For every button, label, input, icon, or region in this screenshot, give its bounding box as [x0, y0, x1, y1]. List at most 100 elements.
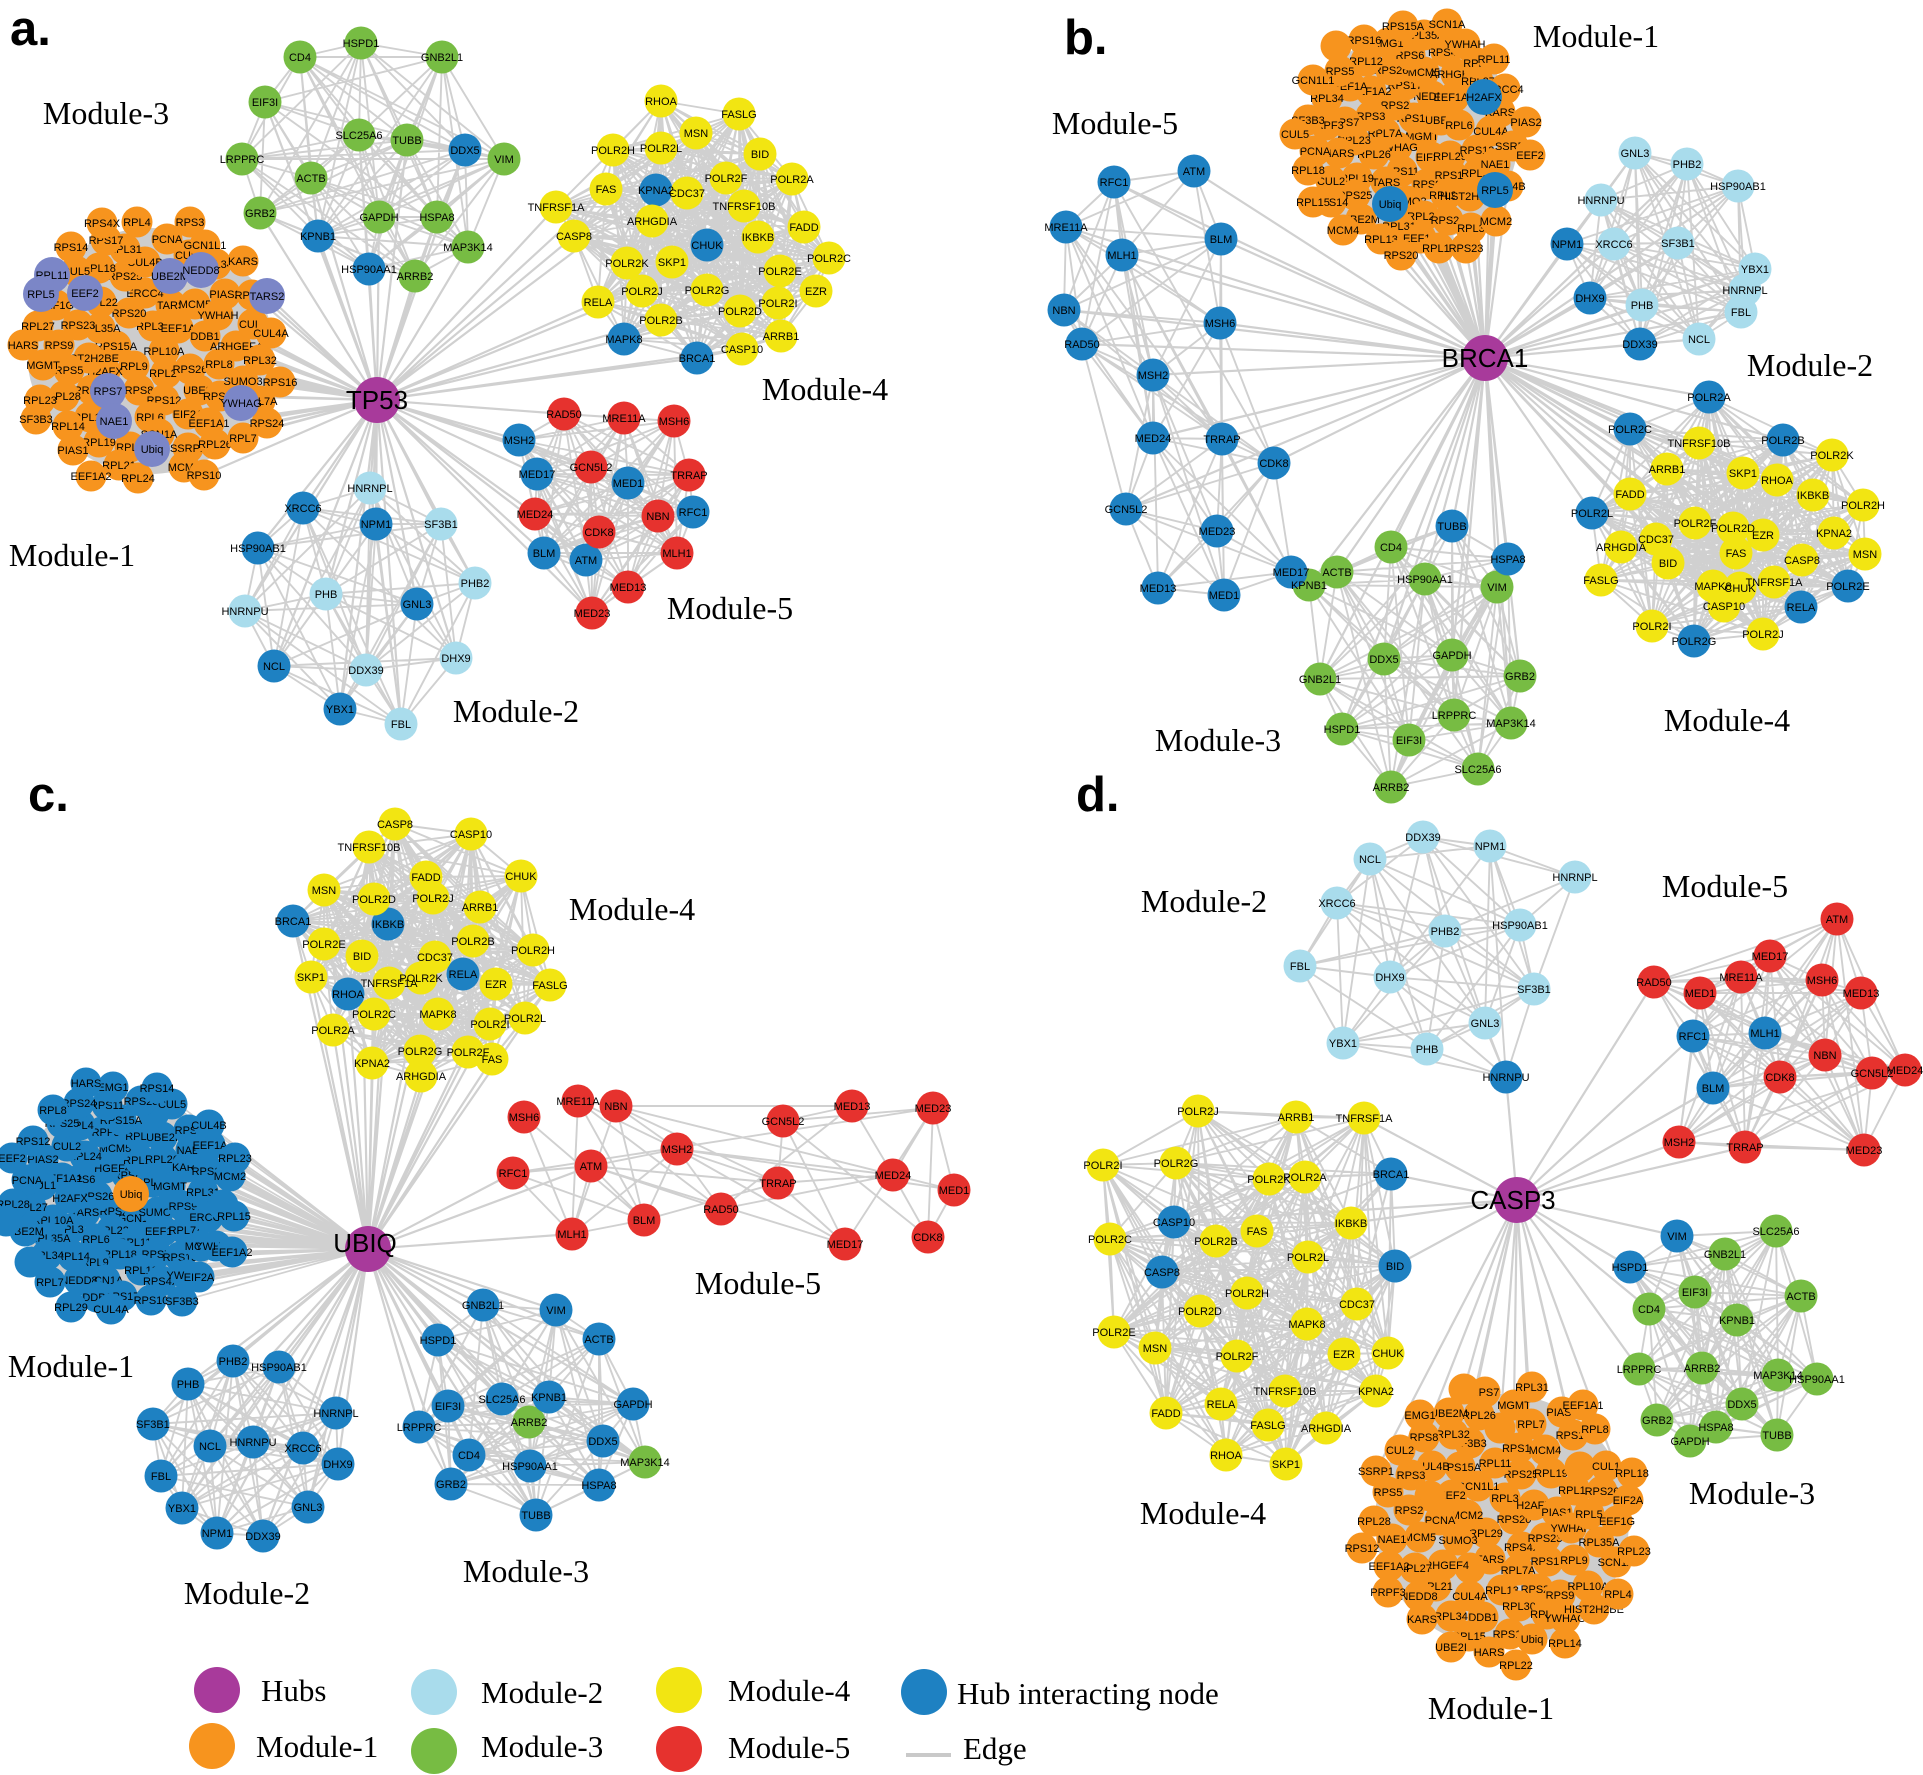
svg-text:PCNA: PCNA	[1425, 1515, 1456, 1527]
svg-text:MSH6: MSH6	[509, 1112, 540, 1124]
svg-text:Module-1: Module-1	[1533, 18, 1659, 54]
svg-text:SCN1A: SCN1A	[1429, 19, 1466, 31]
svg-text:NEDD8: NEDD8	[60, 1275, 97, 1287]
svg-text:RPS8: RPS8	[1410, 1432, 1439, 1444]
svg-text:MED13: MED13	[1140, 583, 1177, 595]
svg-text:LRPPRC: LRPPRC	[1617, 1364, 1662, 1376]
svg-text:Ubiq: Ubiq	[120, 1189, 143, 1201]
svg-text:TUBB: TUBB	[1437, 521, 1466, 533]
svg-text:KPNA2: KPNA2	[1358, 1386, 1394, 1398]
svg-text:MED23: MED23	[915, 1103, 952, 1115]
svg-text:Module-2: Module-2	[453, 693, 579, 729]
svg-text:EEF2: EEF2	[0, 1153, 26, 1165]
svg-text:MED1: MED1	[939, 1185, 970, 1197]
svg-text:PCNA: PCNA	[12, 1175, 43, 1187]
svg-text:MED17: MED17	[1752, 951, 1789, 963]
svg-text:RPS15A: RPS15A	[1439, 1462, 1482, 1474]
svg-text:NEDD8: NEDD8	[182, 265, 219, 277]
svg-text:EIF3I: EIF3I	[1396, 735, 1422, 747]
svg-text:POLR2L: POLR2L	[504, 1013, 546, 1025]
svg-text:POLR2E: POLR2E	[1826, 581, 1869, 593]
svg-text:Module-1: Module-1	[1428, 1690, 1554, 1726]
svg-text:Module-4: Module-4	[762, 371, 888, 407]
svg-text:RPL8: RPL8	[39, 1105, 67, 1117]
svg-text:TUBB: TUBB	[1762, 1430, 1791, 1442]
svg-text:Module-5: Module-5	[695, 1265, 821, 1301]
svg-text:RFC1: RFC1	[679, 507, 708, 519]
svg-text:RELA: RELA	[1207, 1399, 1236, 1411]
svg-text:CD4: CD4	[1638, 1304, 1660, 1316]
svg-text:CUL1: CUL1	[1592, 1461, 1620, 1473]
svg-text:MAP3K14: MAP3K14	[1486, 718, 1536, 730]
svg-text:SKP1: SKP1	[1272, 1459, 1300, 1471]
svg-text:BRCA1: BRCA1	[1373, 1169, 1410, 1181]
svg-text:RPL11: RPL11	[1479, 1458, 1512, 1470]
svg-text:MED1: MED1	[1209, 590, 1240, 602]
svg-text:FASLG: FASLG	[1583, 575, 1618, 587]
svg-text:MLH1: MLH1	[662, 548, 691, 560]
svg-text:NPM1: NPM1	[202, 1528, 233, 1540]
svg-text:MCM2: MCM2	[1451, 1510, 1483, 1522]
svg-text:RPL14: RPL14	[1422, 243, 1456, 255]
svg-text:ARHGDIA: ARHGDIA	[1301, 1423, 1352, 1435]
svg-text:TUBB: TUBB	[392, 135, 421, 147]
svg-text:NPM1: NPM1	[1552, 239, 1583, 251]
svg-text:CUL4B: CUL4B	[191, 1120, 226, 1132]
svg-text:Ubiq: Ubiq	[1521, 1634, 1544, 1646]
svg-text:RPL8: RPL8	[1581, 1424, 1609, 1436]
svg-text:EEF1A1: EEF1A1	[1563, 1400, 1604, 1412]
svg-text:GRB2: GRB2	[1505, 671, 1535, 683]
svg-text:BLM: BLM	[1210, 234, 1233, 246]
svg-text:RPS10: RPS10	[1435, 170, 1470, 182]
svg-text:POLR2I: POLR2I	[1083, 1160, 1122, 1172]
svg-text:FASLG: FASLG	[1250, 1420, 1285, 1432]
svg-text:CUL4A: CUL4A	[1473, 126, 1509, 138]
svg-text:FBL: FBL	[1731, 307, 1751, 319]
svg-text:MAPK8: MAPK8	[419, 1009, 456, 1021]
svg-text:Module-1: Module-1	[9, 537, 135, 573]
svg-text:POLR2D: POLR2D	[718, 306, 762, 318]
svg-text:RPL15: RPL15	[1296, 197, 1330, 209]
svg-text:Module-3: Module-3	[463, 1553, 589, 1589]
svg-text:HARS: HARS	[1474, 1647, 1505, 1659]
svg-text:RPL32: RPL32	[1436, 1429, 1470, 1441]
svg-text:RPL26: RPL26	[1357, 149, 1391, 161]
svg-text:ARHGDIA: ARHGDIA	[396, 1071, 447, 1083]
svg-text:SUMO3: SUMO3	[138, 1207, 177, 1219]
svg-text:SKP1: SKP1	[1729, 468, 1757, 480]
svg-text:PHB2: PHB2	[1431, 926, 1460, 938]
svg-text:EEF2: EEF2	[1516, 150, 1544, 162]
svg-text:BID: BID	[353, 951, 371, 963]
svg-text:SLC25A6: SLC25A6	[478, 1394, 525, 1406]
svg-text:RHOA: RHOA	[1210, 1450, 1242, 1462]
svg-text:MSH2: MSH2	[662, 1144, 693, 1156]
svg-text:DHX9: DHX9	[323, 1459, 352, 1471]
svg-text:KPNB1: KPNB1	[531, 1392, 567, 1404]
svg-text:DDB1: DDB1	[190, 331, 219, 343]
svg-text:HNRNPU: HNRNPU	[221, 606, 268, 618]
svg-text:RPL31: RPL31	[1515, 1382, 1549, 1394]
svg-text:RELA: RELA	[449, 969, 478, 981]
svg-text:SLC25A6: SLC25A6	[335, 130, 382, 142]
svg-text:MCM5: MCM5	[179, 299, 211, 311]
svg-text:MED17: MED17	[827, 1239, 864, 1251]
svg-text:DDX5: DDX5	[588, 1436, 617, 1448]
svg-text:LRPPRC: LRPPRC	[1432, 710, 1477, 722]
svg-text:ARRB2: ARRB2	[1684, 1363, 1721, 1375]
svg-text:ACTB: ACTB	[584, 1334, 613, 1346]
svg-text:RPS20: RPS20	[1497, 1514, 1532, 1526]
svg-text:DDX39: DDX39	[348, 665, 383, 677]
svg-text:PHB: PHB	[1631, 300, 1654, 312]
svg-text:EEF1A: EEF1A	[193, 1140, 229, 1152]
svg-text:Edge: Edge	[963, 1731, 1027, 1766]
svg-text:PHB2: PHB2	[219, 1356, 248, 1368]
svg-text:MCM4: MCM4	[1529, 1445, 1561, 1457]
svg-text:Module-4: Module-4	[1140, 1495, 1266, 1531]
svg-text:GCN5L2: GCN5L2	[1105, 504, 1148, 516]
svg-text:HARS: HARS	[71, 1078, 102, 1090]
svg-text:RPS9: RPS9	[45, 340, 74, 352]
svg-text:POLR2G: POLR2G	[1154, 1158, 1199, 1170]
svg-text:CASP8: CASP8	[377, 819, 413, 831]
svg-text:EEF1A: EEF1A	[161, 323, 197, 335]
svg-text:FADD: FADD	[789, 222, 818, 234]
